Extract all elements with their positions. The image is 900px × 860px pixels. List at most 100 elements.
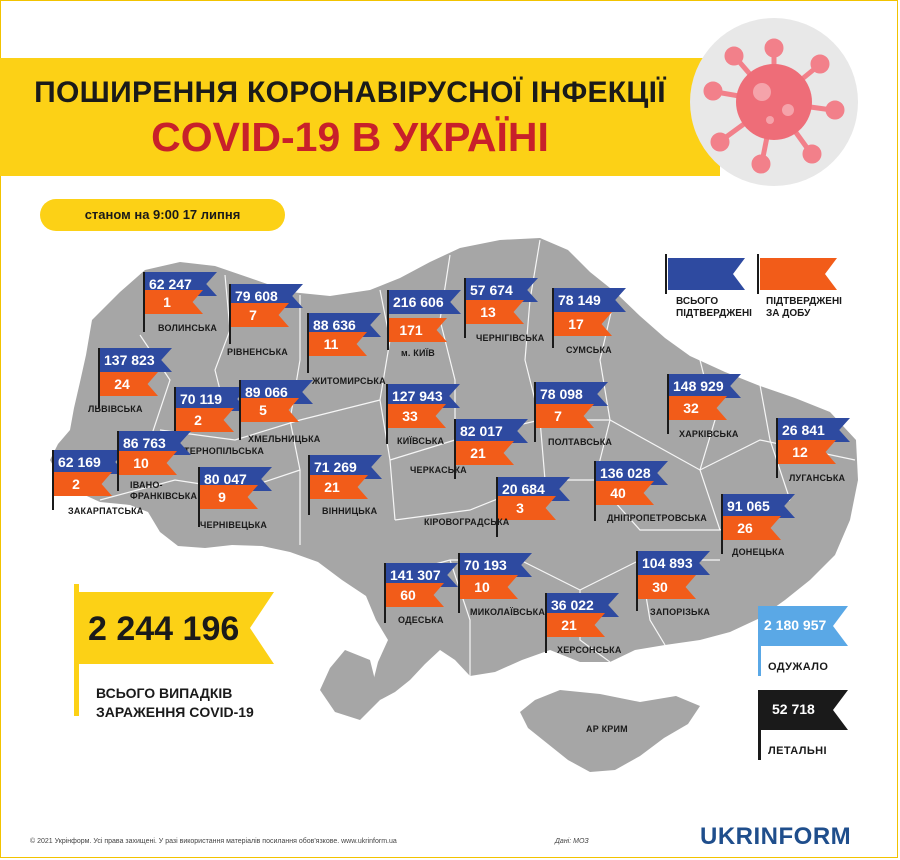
- region-name: ЧЕРНІГІВСЬКА: [476, 333, 545, 343]
- region-pole: [198, 467, 200, 527]
- legend-total-label: ВСЬОГО ПІДТВЕРДЖЕНІ: [676, 296, 752, 319]
- region-total: 36 022: [551, 597, 594, 613]
- region-daily: 26: [737, 520, 753, 536]
- region-daily: 5: [259, 402, 267, 418]
- recovered-label: ОДУЖАЛО: [768, 661, 829, 673]
- region-daily: 3: [516, 500, 524, 516]
- region-total: 88 636: [313, 317, 356, 333]
- region-name: ДНІПРОПЕТРОВСЬКА: [607, 513, 707, 523]
- region-pole: [636, 551, 638, 611]
- data-source: Дані: МОЗ: [555, 838, 589, 845]
- region-total: 71 269: [314, 459, 357, 475]
- region-daily: 11: [323, 336, 339, 352]
- region-daily: 171: [399, 322, 423, 338]
- region-name: ЗАКАРПАТСЬКА: [68, 506, 144, 516]
- region-daily: 7: [249, 307, 257, 323]
- region-total: 82 017: [460, 423, 503, 439]
- legend-blue-flag-icon: [665, 254, 745, 294]
- region-daily: 13: [480, 304, 496, 320]
- region-total-flag: 137 823: [100, 348, 172, 372]
- region-pole: [229, 284, 231, 344]
- legend-orange-flag-icon: [757, 254, 837, 294]
- region-daily: 60: [400, 587, 416, 603]
- region-total: 62 169: [58, 454, 101, 470]
- region-daily: 9: [218, 489, 226, 505]
- region-name: ХМЕЛЬНИЦЬКА: [248, 434, 321, 444]
- region-name: ПОЛТАВСЬКА: [548, 437, 613, 447]
- region-daily: 2: [194, 412, 202, 428]
- region-total: 216 606: [393, 294, 444, 310]
- footer-copyright: © 2021 Укрінформ. Усі права захищені. У …: [30, 838, 397, 845]
- region-total-flag: 78 149: [554, 288, 626, 312]
- region-pole: [174, 387, 176, 447]
- region-daily: 21: [470, 445, 486, 461]
- region-total: 89 066: [245, 384, 288, 400]
- virus-illustration: [690, 18, 858, 186]
- region-total: 136 028: [600, 465, 651, 481]
- region-daily: 40: [610, 485, 626, 501]
- region-pole: [308, 455, 310, 515]
- region-total: 104 893: [642, 555, 693, 571]
- region-pole: [496, 477, 498, 537]
- region-total-flag: 91 065: [723, 494, 795, 518]
- title-line1: ПОШИРЕННЯ КОРОНАВІРУСНОЇ ІНФЕКЦІЇ: [34, 76, 666, 109]
- region-daily: 10: [133, 455, 149, 471]
- region-name: м. КИЇВ: [401, 348, 436, 358]
- region-name: РІВНЕНСЬКА: [227, 347, 288, 357]
- legend-daily-label: ПІДТВЕРДЖЕНІ ЗА ДОБУ: [766, 296, 842, 319]
- region-pole: [117, 431, 119, 491]
- region-total: 20 684: [502, 481, 545, 497]
- region-pole: [464, 278, 466, 338]
- region-name: ЛУГАНСЬКА: [789, 473, 846, 483]
- region-name: ЖИТОМИРСЬКА: [312, 376, 386, 386]
- total-cases-flag: [74, 584, 274, 716]
- region-pole: [384, 563, 386, 623]
- region-total-flag: 78 098: [536, 382, 608, 406]
- region-total: 57 674: [470, 282, 513, 298]
- region-total: 78 098: [540, 386, 583, 402]
- region-name: КИЇВСЬКА: [397, 436, 445, 446]
- region-name: ЛЬВІВСЬКА: [88, 404, 143, 414]
- region-pole: [98, 348, 100, 408]
- region-total: 127 943: [392, 388, 443, 404]
- recovered-flag: [758, 606, 848, 676]
- region-name: ЧЕРКАСЬКА: [410, 465, 467, 475]
- region-total-flag: 216 606: [389, 290, 461, 314]
- map-odesa-south: [320, 650, 380, 720]
- region-daily: 30: [652, 579, 668, 595]
- region-total: 79 608: [235, 288, 278, 304]
- ukrinform-logo: UKRINFORM: [700, 823, 852, 850]
- region-name: КІРОВОГРАДСЬКА: [424, 517, 510, 527]
- total-cases-value: 2 244 196: [88, 610, 240, 648]
- region-name: ДОНЕЦЬКА: [732, 547, 785, 557]
- region-total-flag: 70 119: [176, 387, 248, 411]
- region-total-flag: 70 193: [460, 553, 532, 577]
- region-daily-flag: 17: [554, 312, 612, 336]
- region-name: ЧЕРНІВЕЦЬКА: [200, 520, 268, 530]
- region-pole: [667, 374, 669, 434]
- region-name: ВІННИЦЬКА: [322, 506, 378, 516]
- deaths-label: ЛЕТАЛЬНІ: [768, 745, 827, 757]
- region-pole: [387, 290, 389, 350]
- region-name: СУМСЬКА: [566, 345, 612, 355]
- region-pole: [594, 461, 596, 521]
- region-name: ТЕРНОПІЛЬСЬКА: [184, 446, 265, 456]
- region-pole: [545, 593, 547, 653]
- region-daily-flag: 26: [723, 516, 781, 540]
- region-pole: [776, 418, 778, 478]
- region-name: ХЕРСОНСЬКА: [557, 645, 622, 655]
- region-pole: [454, 419, 456, 479]
- region-total: 70 119: [180, 391, 223, 407]
- recovered-value: 2 180 957: [764, 617, 827, 633]
- region-pole: [534, 382, 536, 442]
- region-total: 86 763: [123, 435, 166, 451]
- region-daily: 21: [324, 479, 340, 495]
- region-daily-flag: 32: [669, 396, 727, 420]
- region-pole: [52, 450, 54, 510]
- region-total: 80 047: [204, 471, 247, 487]
- region-total-flag: 26 841: [778, 418, 850, 442]
- region-name: ВОЛИНСЬКА: [158, 323, 218, 333]
- date-label: станом на 9:00 17 липня: [40, 199, 285, 231]
- region-daily: 7: [554, 408, 562, 424]
